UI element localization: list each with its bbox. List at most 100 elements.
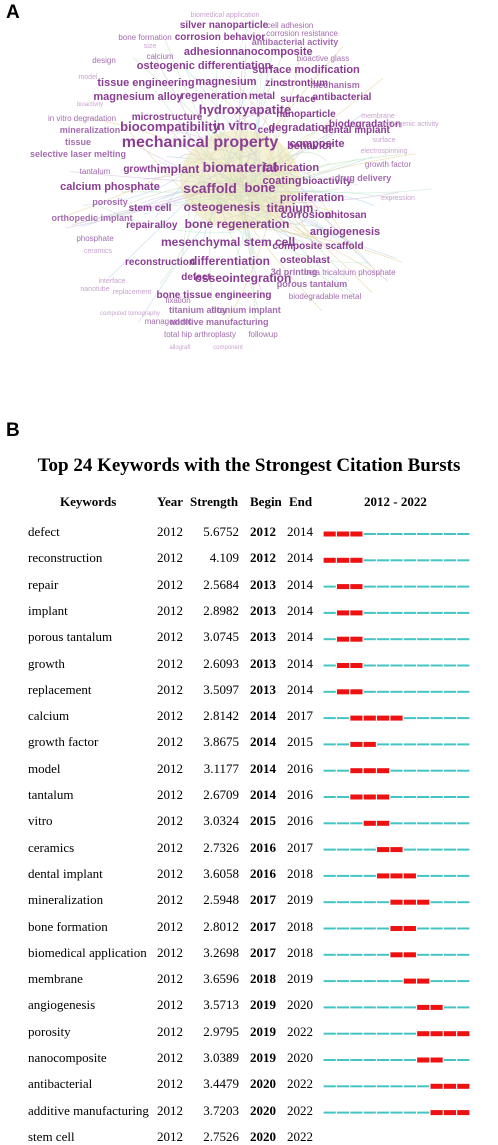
network-keyword: ceramics	[84, 248, 113, 255]
timeline-segment	[403, 796, 416, 798]
timeline-segment	[443, 927, 457, 930]
strength-cell: 3.2698	[203, 944, 239, 960]
end-cell: 2016	[287, 760, 313, 776]
keyword-cell: growth	[28, 655, 65, 671]
begin-cell: 2017	[250, 944, 276, 960]
timeline-segment	[457, 690, 470, 693]
keyword-cell: repair	[28, 576, 59, 592]
timeline-segment	[457, 717, 470, 720]
network-keyword: surface	[373, 137, 396, 144]
network-keyword: expression	[381, 195, 415, 202]
timeline-segment	[430, 585, 443, 588]
timeline-segment	[377, 927, 390, 930]
burst-segment	[377, 820, 390, 826]
network-keyword: fixation	[165, 296, 190, 305]
network-keyword: tissue engineering	[97, 77, 194, 89]
year-cell: 2012	[157, 1050, 183, 1065]
network-keyword: stem cell	[129, 203, 172, 214]
network-keyword: coating	[262, 175, 301, 187]
begin-cell: 2019	[250, 997, 276, 1013]
strength-cell: 2.8982	[203, 602, 239, 618]
timeline-segment	[417, 796, 430, 798]
network-keyword: component	[213, 345, 243, 351]
timeline-segment	[417, 822, 430, 825]
burst-segment	[403, 952, 416, 958]
burst-segment	[390, 873, 403, 879]
timeline-segment	[417, 533, 430, 535]
burst-segment	[323, 557, 336, 563]
year-cell: 2012	[157, 892, 183, 908]
timeline-segment	[363, 585, 376, 588]
keyword-cell: dental implant	[28, 865, 103, 881]
timeline-segment	[417, 585, 430, 588]
timeline-segment	[443, 690, 457, 693]
begin-cell: 2014	[250, 734, 276, 750]
timeline-segment	[417, 953, 430, 956]
end-cell: 2014	[287, 550, 313, 566]
burst-segment	[377, 794, 390, 800]
strength-cell: 3.8675	[203, 734, 239, 750]
network-keyword: corrosion	[281, 209, 332, 221]
strength-cell: 2.5684	[203, 576, 239, 592]
network-keyword: bioactivity	[302, 176, 352, 187]
network-keyword: osteogenesis	[184, 200, 261, 214]
header-begin: Begin	[250, 494, 282, 509]
timeline-segment	[430, 664, 443, 667]
burst-segment	[336, 689, 350, 695]
timeline-segment	[350, 874, 363, 877]
year-cell: 2012	[157, 865, 183, 881]
begin-cell: 2013	[250, 576, 276, 592]
network-keyword: nanocomposite	[231, 46, 312, 58]
network-keyword: tantalum	[80, 167, 111, 176]
timeline-segment	[377, 743, 390, 746]
timeline-segment	[323, 953, 336, 956]
begin-cell: 2014	[250, 787, 276, 802]
timeline-segment	[323, 1006, 336, 1009]
timeline-segment	[336, 980, 350, 983]
year-cell: 2012	[157, 918, 183, 934]
timeline-segment	[443, 638, 457, 641]
network-keyword: corrosion behavior	[175, 32, 266, 43]
timeline-segment	[390, 769, 403, 772]
keyword-cell: calcium	[28, 708, 70, 724]
network-keyword: phosphate	[76, 234, 114, 243]
burst-segment	[390, 715, 403, 721]
network-keyword: defect	[181, 272, 211, 283]
end-cell: 2016	[287, 787, 313, 802]
timeline-segment	[417, 611, 430, 614]
burst-segment	[363, 715, 376, 721]
timeline-segment	[363, 927, 376, 930]
network-keyword: differentiation	[190, 254, 270, 268]
timeline-segment	[443, 953, 457, 956]
timeline-segment	[417, 927, 430, 930]
burst-segment	[417, 1031, 430, 1037]
network-keyword: cell	[258, 125, 275, 136]
timeline-segment	[430, 611, 443, 614]
network-keyword: bone tissue engineering	[156, 290, 271, 301]
timeline-segment	[350, 901, 363, 904]
timeline-segment	[336, 796, 350, 798]
timeline-segment	[350, 1111, 363, 1114]
timeline-segment	[350, 1006, 363, 1009]
burst-segment	[336, 531, 350, 537]
timeline-segment	[403, 533, 416, 535]
timeline-segment	[377, 1059, 390, 1061]
panel-label-a: A	[6, 2, 20, 23]
timeline-segment	[403, 1032, 416, 1035]
year-cell: 2012	[157, 813, 183, 829]
burst-segment	[363, 768, 376, 774]
year-cell: 2012	[157, 1023, 183, 1039]
timeline-segment	[390, 822, 403, 825]
timeline-segment	[363, 1111, 376, 1114]
header-year: Year	[157, 494, 183, 509]
burst-segment	[363, 794, 376, 800]
network-keyword: bone formation	[118, 33, 171, 42]
timeline-segment	[443, 611, 457, 614]
network-keyword: porous tantalum	[277, 279, 348, 289]
end-cell: 2018	[287, 865, 313, 881]
network-keyword: scaffold	[183, 180, 237, 196]
timeline-segment	[403, 769, 416, 772]
network-keyword: adhesion	[184, 46, 233, 58]
year-cell: 2012	[157, 681, 183, 697]
keyword-cell: antibacterial	[28, 1076, 93, 1092]
